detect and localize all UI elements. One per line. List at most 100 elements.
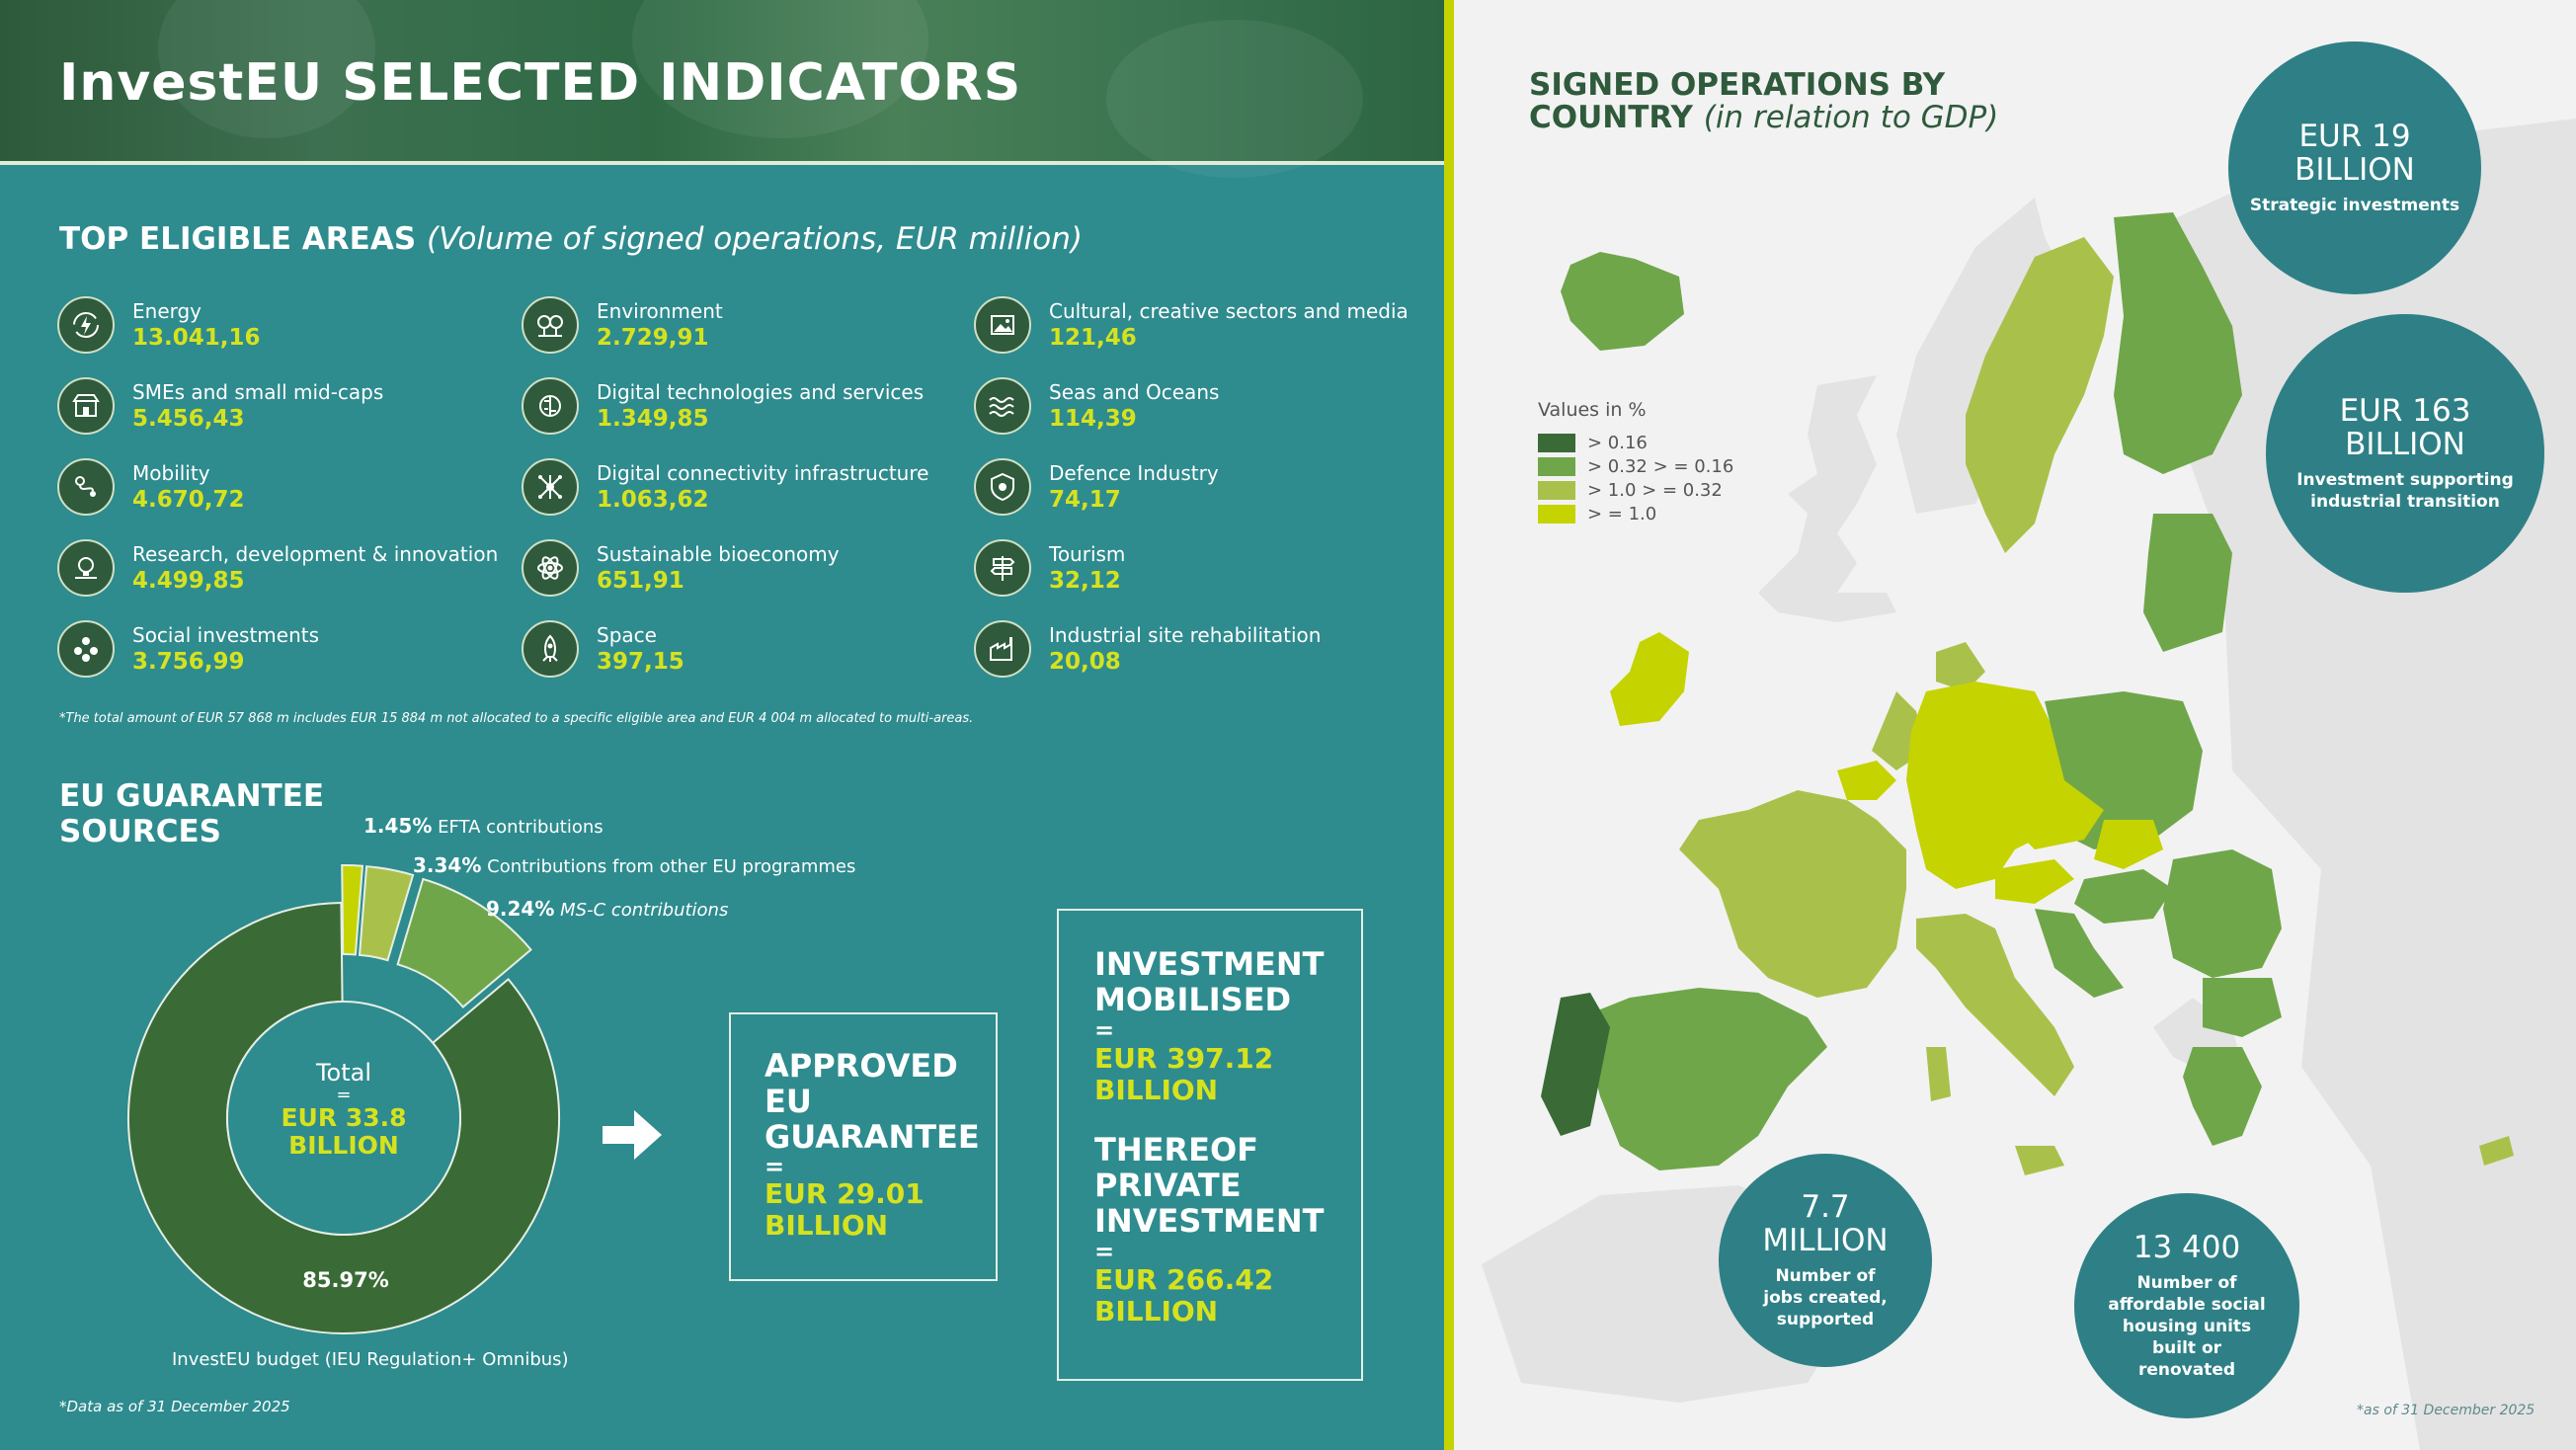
donut-slice xyxy=(341,864,364,956)
bubble-jobs: 7.7 MILLION Number of jobs created, supp… xyxy=(1719,1154,1932,1367)
legend-item: > 0.32 > = 0.16 xyxy=(1538,456,1733,477)
banner-texture xyxy=(158,0,375,138)
area-value: 121,46 xyxy=(1049,325,1137,351)
bubble-caption-2: affordable social xyxy=(2108,1295,2266,1315)
area-value: 13.041,16 xyxy=(132,325,261,351)
pie-label-text: Contributions from other EU programmes xyxy=(487,856,856,877)
area-label: Defence Industry xyxy=(1049,461,1219,485)
legend-item: > 0.16 xyxy=(1538,433,1648,453)
network-icon xyxy=(522,458,579,516)
map-italy xyxy=(1916,914,2074,1096)
area-label: Social investments xyxy=(132,623,320,647)
map-sicily xyxy=(2015,1146,2064,1175)
top-areas-heading-note: (Volume of signed operations, EUR millio… xyxy=(426,221,1083,257)
areas-footnote: *The total amount of EUR 57 868 m includ… xyxy=(59,711,974,726)
map-france xyxy=(1679,790,1906,998)
route-icon xyxy=(57,458,115,516)
bubble-caption-2: industrial transition xyxy=(2310,492,2500,512)
map-date-note: *as of 31 December 2025 xyxy=(2357,1403,2536,1418)
map-heading-note: (in relation to GDP) xyxy=(1703,100,1999,135)
map-hungary xyxy=(2074,869,2173,924)
area-value: 32,12 xyxy=(1049,568,1121,594)
private-line1: THEREOF xyxy=(1094,1131,1259,1168)
area-value: 651,91 xyxy=(597,568,684,594)
bubble-caption: Strategic investments xyxy=(2249,196,2460,215)
private-value-unit: BILLION xyxy=(1094,1295,1219,1328)
approved-line1: APPROVED xyxy=(765,1047,958,1085)
turkey-land xyxy=(2509,1067,2576,1185)
mobilised-eq: = xyxy=(1094,1016,1115,1044)
brain-chip-icon xyxy=(522,377,579,435)
rocket-icon xyxy=(522,620,579,678)
guarantee-donut-chart xyxy=(127,864,560,1334)
pie-label-text: EFTA contributions xyxy=(438,817,604,838)
bubble-value: 13 400 xyxy=(2133,1230,2241,1265)
area-label: Energy xyxy=(132,299,202,323)
left-panel: InvestEU SELECTED INDICATORS TOP ELIGIBL… xyxy=(0,0,1444,1415)
legend-label: > = 1.0 xyxy=(1587,504,1657,524)
area-label: Cultural, creative sectors and media xyxy=(1049,299,1409,323)
area-label: Sustainable bioeconomy xyxy=(597,542,840,566)
area-label: Seas and Oceans xyxy=(1049,380,1220,404)
area-value: 2.729,91 xyxy=(597,325,709,351)
signpost-icon xyxy=(974,539,1031,597)
approved-eq: = xyxy=(765,1153,785,1180)
area-item-tourism: Tourism 32,12 xyxy=(974,539,1125,597)
map-iceland xyxy=(1561,252,1684,351)
area-item-digital-tech: Digital technologies and services 1.349,8… xyxy=(522,377,924,435)
energy-icon xyxy=(57,296,115,354)
map-sardinia xyxy=(1926,1047,1951,1101)
shield-icon xyxy=(974,458,1031,516)
pie-label-efta: 1.45% EFTA contributions xyxy=(363,814,604,838)
area-item-seas: Seas and Oceans 114,39 xyxy=(974,377,1219,435)
area-value: 397,15 xyxy=(597,649,684,675)
trees-icon xyxy=(522,296,579,354)
area-value: 4.670,72 xyxy=(132,487,245,513)
map-heading: SIGNED OPERATIONS BY COUNTRY (in relatio… xyxy=(1529,69,1998,134)
map-portugal xyxy=(1541,993,1610,1136)
area-value: 1.349,85 xyxy=(597,406,709,432)
map-denmark xyxy=(1936,642,1985,691)
private-line3: INVESTMENT xyxy=(1094,1202,1325,1240)
area-item-defence: Defence Industry 74,17 xyxy=(974,458,1219,516)
area-label: SMEs and small mid-caps xyxy=(132,380,384,404)
private-eq: = xyxy=(1094,1238,1115,1265)
bubble-value-unit: BILLION xyxy=(2345,427,2465,462)
banner-texture xyxy=(1106,20,1363,178)
pie-label-other-eu: 3.34% Contributions from other EU progra… xyxy=(413,853,855,877)
lightbulb-icon xyxy=(57,539,115,597)
legend-label: > 0.16 xyxy=(1587,433,1648,453)
area-item-social: Social investments 3.756,99 xyxy=(57,620,319,678)
bubble-caption-3: supported xyxy=(1776,1310,1875,1329)
area-value: 5.456,43 xyxy=(132,406,245,432)
arrow-right-icon xyxy=(599,1106,666,1168)
legend-label: > 0.32 > = 0.16 xyxy=(1587,456,1734,477)
area-value: 74,17 xyxy=(1049,487,1121,513)
area-label: Digital connectivity infrastructure xyxy=(597,461,929,485)
pie-label-pct: 9.24% xyxy=(486,897,555,921)
great-britain-land xyxy=(1758,375,1896,622)
bubble-industrial-transition: EUR 163 BILLION Investment supporting in… xyxy=(2266,314,2544,593)
area-item-energy: Energy 13.041,16 xyxy=(57,296,261,354)
main-slice-caption: InvestEU budget (IEU Regulation+ Omnibus… xyxy=(172,1349,569,1370)
mobilised-line1: INVESTMENT xyxy=(1094,945,1325,983)
approved-line3: GUARANTEE xyxy=(765,1118,980,1156)
area-item-space: Space 397,15 xyxy=(522,620,684,678)
map-sweden xyxy=(1966,237,2114,553)
area-value: 20,08 xyxy=(1049,649,1121,675)
area-label: Space xyxy=(597,623,657,647)
area-item-industrial: Industrial site rehabilitation 20,08 xyxy=(974,620,1321,678)
divider-stripe xyxy=(1444,0,1454,1450)
area-label: Environment xyxy=(597,299,723,323)
donut-center-label: Total xyxy=(315,1059,372,1087)
map-croatia xyxy=(2035,909,2124,998)
map-austria xyxy=(1995,859,2074,904)
donut-slice xyxy=(358,865,415,962)
bubble-caption: Number of xyxy=(2136,1273,2237,1293)
mobilised-value-unit: BILLION xyxy=(1094,1074,1219,1106)
map-heading-line2: COUNTRY xyxy=(1529,100,1693,135)
map-spain xyxy=(1580,988,1827,1170)
area-item-mobility: Mobility 4.670,72 xyxy=(57,458,245,516)
page-title: InvestEU SELECTED INDICATORS xyxy=(59,53,1022,113)
shop-icon xyxy=(57,377,115,435)
